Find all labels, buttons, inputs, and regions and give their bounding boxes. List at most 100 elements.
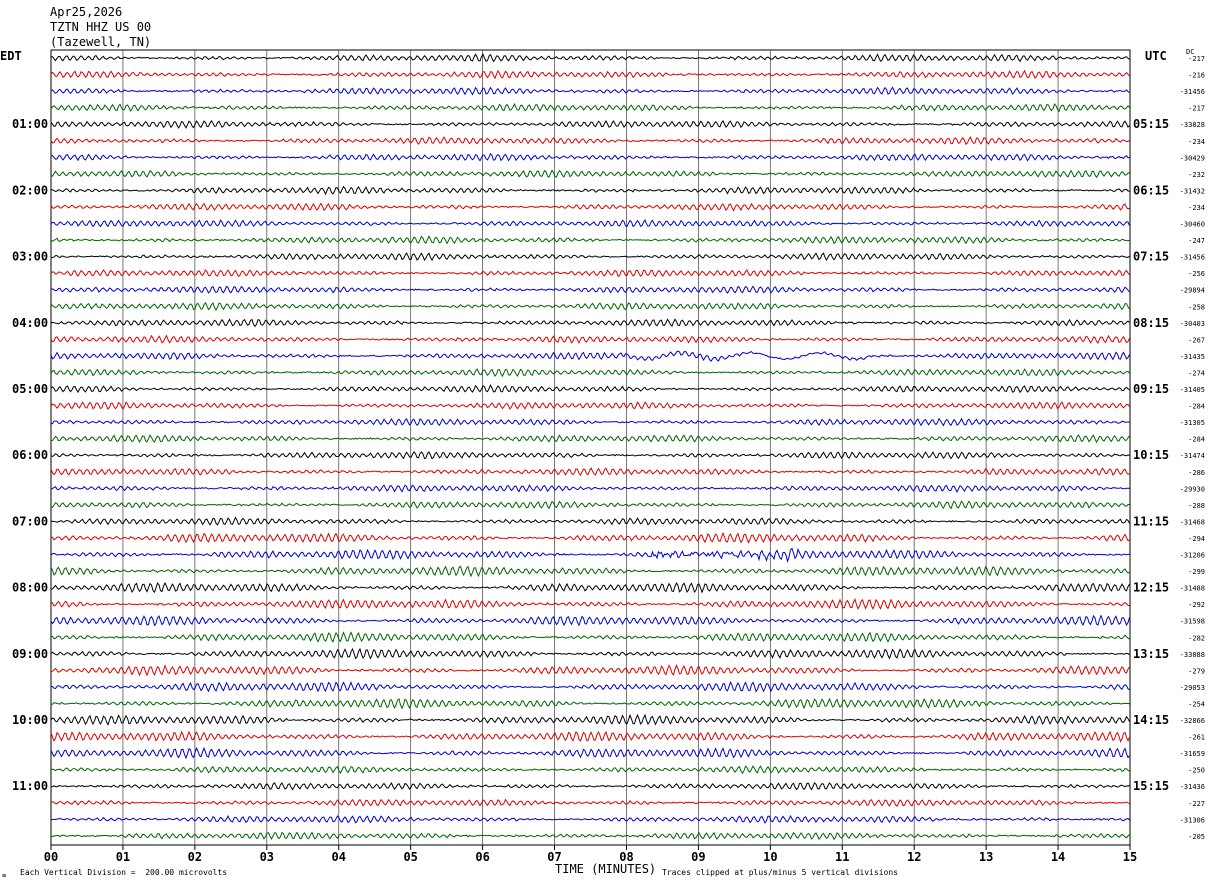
seismic-trace (50, 269, 1130, 278)
x-axis-title: TIME (MINUTES) (555, 862, 657, 876)
dc-offset-label: -247 (1188, 237, 1205, 245)
right-hour-label: 06:15 (1133, 183, 1169, 197)
dc-offset-label: -217 (1188, 55, 1205, 63)
dc-offset-label: -205 (1188, 833, 1205, 841)
seismic-trace (50, 69, 1130, 80)
seismic-trace (50, 531, 1130, 544)
right-timezone-label: UTC (1145, 49, 1167, 63)
seismic-trace (50, 765, 1130, 775)
right-hour-label: 09:15 (1133, 382, 1169, 396)
dc-offset-label: -31468 (1180, 518, 1205, 526)
seismic-trace (50, 547, 1130, 564)
dc-offset-label: -267 (1188, 336, 1205, 344)
seismic-trace (50, 334, 1130, 345)
seismic-trace (50, 631, 1130, 643)
dc-offset-label: -31598 (1180, 618, 1205, 626)
seismic-trace (50, 451, 1130, 460)
plot-frame (50, 49, 1131, 846)
seismic-trace (50, 746, 1130, 760)
seismic-trace (50, 318, 1130, 328)
dc-offset-label: -294 (1188, 535, 1205, 543)
seismic-trace (50, 417, 1130, 427)
dc-offset-label: -29053 (1180, 684, 1205, 692)
dc-header-label: DC (1186, 48, 1195, 56)
seismic-trace (50, 185, 1130, 196)
dc-offset-label: -31435 (1180, 353, 1205, 361)
seismic-trace (50, 368, 1130, 378)
seismic-trace (50, 713, 1130, 726)
seismic-trace (50, 681, 1130, 693)
dc-offset-label: -216 (1188, 72, 1205, 80)
seismic-trace (50, 798, 1130, 807)
x-tick-label: 10 (763, 850, 777, 864)
left-hour-label: 01:00 (12, 117, 48, 131)
seismic-trace (50, 598, 1130, 610)
scale-note: Each Vertical Division = 200.00 microvol… (20, 868, 228, 877)
dc-offset-label: -258 (1188, 303, 1205, 311)
dc-offset-label: -227 (1188, 800, 1205, 808)
left-hour-label: 05:00 (12, 382, 48, 396)
left-hour-label: 08:00 (12, 581, 48, 595)
x-tick-label: 15 (1123, 850, 1137, 864)
dc-offset-label: -31405 (1180, 386, 1205, 394)
corner-icon: ⌧ (2, 872, 7, 880)
seismic-trace (50, 614, 1130, 627)
right-hour-label: 08:15 (1133, 316, 1169, 330)
seismic-trace (50, 401, 1130, 411)
seismic-trace (50, 301, 1130, 312)
x-tick-label: 04 (332, 850, 346, 864)
dc-offset-label: -286 (1188, 469, 1205, 477)
dc-offset-label: -234 (1188, 204, 1205, 212)
seismic-trace (50, 285, 1130, 295)
seismic-trace (50, 781, 1130, 791)
dc-offset-label: -32866 (1180, 717, 1205, 725)
x-tick-label: 06 (475, 850, 489, 864)
seismic-trace (50, 581, 1130, 594)
dc-offset-label: -31456 (1180, 88, 1205, 96)
dc-offset-label: -31305 (1180, 419, 1205, 427)
left-hour-label: 06:00 (12, 448, 48, 462)
x-tick-label: 11 (835, 850, 849, 864)
x-tick-label: 14 (1051, 850, 1065, 864)
dc-offset-label: -284 (1188, 436, 1205, 444)
station-location: (Tazewell, TN) (50, 35, 152, 49)
seismic-trace (50, 152, 1130, 162)
x-tick-label: 09 (691, 850, 705, 864)
dc-offset-label: -250 (1188, 767, 1205, 775)
dc-offset-label: -31436 (1180, 783, 1205, 791)
dc-offset-label: -30460 (1180, 221, 1205, 229)
dc-offset-label: -299 (1188, 568, 1205, 576)
seismic-trace (50, 235, 1130, 245)
seismic-trace (50, 350, 1130, 363)
left-time-labels: 01:00 02:00 03:00 04:00 05:00 06:00 07:00 08:00… (12, 117, 48, 793)
right-hour-label: 13:15 (1133, 647, 1169, 661)
seismic-trace (50, 664, 1130, 677)
x-tick-label: 13 (979, 850, 993, 864)
seismic-trace (50, 102, 1130, 113)
left-hour-label: 03:00 (12, 250, 48, 264)
right-hour-label: 10:15 (1133, 448, 1169, 462)
clip-note: Traces clipped at plus/minus 5 vertical … (662, 868, 899, 877)
dc-offset-label: -31456 (1180, 254, 1205, 262)
x-tick-label: 01 (116, 850, 130, 864)
seismic-trace (50, 516, 1130, 526)
dc-offset-label: -30429 (1180, 154, 1205, 162)
seismic-trace (50, 500, 1130, 510)
dc-offset-label: -31432 (1180, 187, 1205, 195)
dc-offset-label: -256 (1188, 270, 1205, 278)
dc-offset-label: -279 (1188, 667, 1205, 675)
seismic-trace (50, 467, 1130, 477)
right-hour-label: 12:15 (1133, 581, 1169, 595)
seismic-trace (50, 119, 1130, 129)
station-code: TZTN HHZ US 00 (50, 20, 152, 34)
right-hour-label: 07:15 (1133, 250, 1169, 264)
dc-offset-label: -33828 (1180, 121, 1205, 129)
dc-offset-label: -31206 (1180, 552, 1205, 560)
seismic-trace (50, 202, 1130, 212)
right-hour-label: 05:15 (1133, 117, 1169, 131)
seismic-trace (50, 136, 1130, 146)
x-tick-label: 07 (547, 850, 561, 864)
seismic-trace (50, 565, 1130, 578)
x-tick-label: 05 (403, 850, 417, 864)
